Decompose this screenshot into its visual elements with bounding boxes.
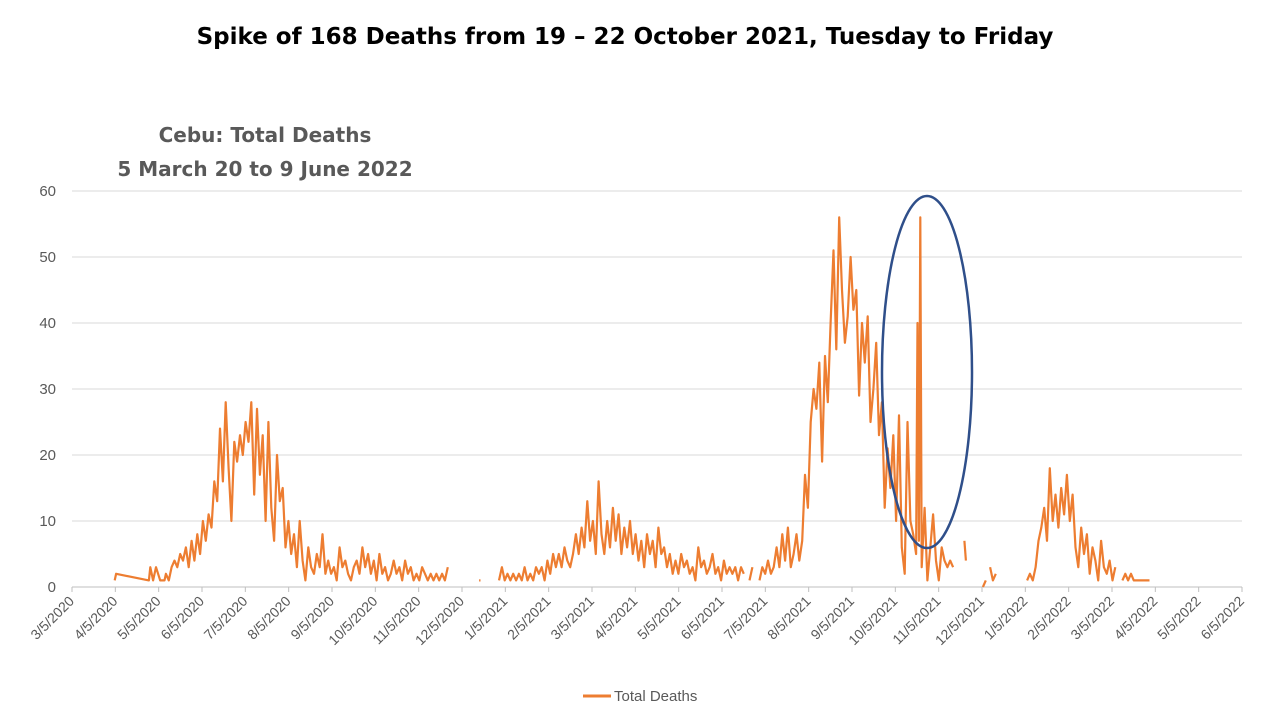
x-tick-label: 4/5/2022 [1111,593,1161,643]
gridlines [72,190,1242,588]
y-tick-label: 60 [39,183,56,200]
series-line-segment [758,216,955,582]
x-tick-label: 8/5/2020 [244,593,294,643]
x-tick-label: 1/5/2022 [981,593,1031,643]
y-tick-label: 20 [39,447,56,464]
x-tick-label: 3/5/2021 [547,593,597,643]
series-line-segment [113,401,449,582]
x-tick-label: 2/5/2021 [504,593,554,643]
x-tick-label: 6/5/2020 [157,593,207,643]
y-tick-label: 50 [39,249,56,266]
y-tick-label: 30 [39,381,56,398]
highlight-ellipse [880,194,974,550]
x-tick-label: 4/5/2021 [591,593,641,643]
y-tick-label: 0 [48,579,56,596]
series-line-segment [497,480,745,582]
chart-title-line-1: Cebu: Total Deaths [158,123,372,147]
series-line-segment [1026,467,1117,582]
legend: Total Deaths [583,688,697,705]
x-tick-label: 7/5/2020 [201,593,251,643]
series-line-segment [748,566,754,581]
x-tick-label: 5/5/2021 [634,593,684,643]
y-axis-ticks: 0 10 20 30 40 50 60 [39,183,56,596]
series-line-segment [981,579,987,588]
x-tick-label: 5/5/2022 [1154,593,1204,643]
y-tick-label: 40 [39,315,56,332]
series-total-deaths [113,216,1150,588]
series-line-segment [963,540,967,561]
x-tick-label: 5/5/2020 [114,593,164,643]
legend-label: Total Deaths [614,688,697,705]
series-line-segment [989,566,997,582]
x-axis-ticks: 3/5/20204/5/20205/5/20206/5/20207/5/2020… [27,587,1247,648]
x-tick-label: 3/5/2020 [27,593,77,643]
series-line-segment [1121,572,1150,582]
x-tick-label: 2/5/2022 [1024,593,1074,643]
x-tick-label: 8/5/2021 [764,593,814,643]
x-tick-label: 3/5/2022 [1067,593,1117,643]
x-tick-label: 4/5/2020 [71,593,121,643]
x-tick-label: 7/5/2021 [721,593,771,643]
x-tick-label: 1/5/2021 [461,593,511,643]
main-title: Spike of 168 Deaths from 19 – 22 October… [196,24,1054,50]
chart-title: Cebu: Total Deaths 5 March 20 to 9 June … [105,118,425,186]
x-tick-label: 6/5/2021 [677,593,727,643]
x-tick-label: 6/5/2022 [1197,593,1247,643]
chart-title-line-2: 5 March 20 to 9 June 2022 [117,157,413,181]
y-tick-label: 10 [39,513,56,530]
